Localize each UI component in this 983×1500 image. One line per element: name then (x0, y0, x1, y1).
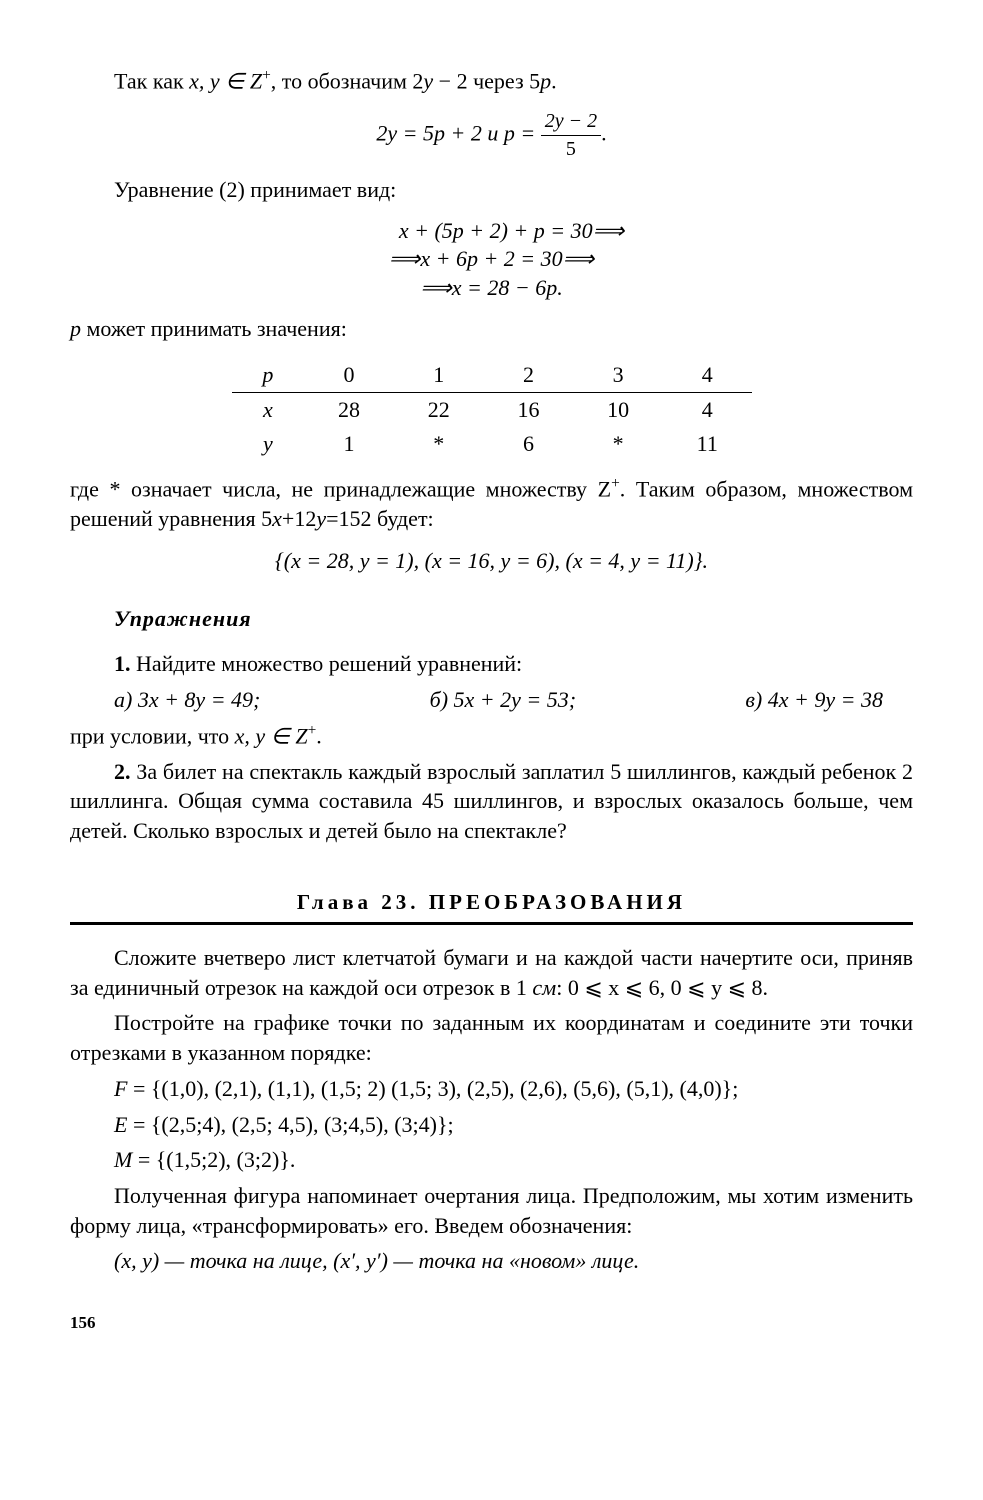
paragraph-p-values: p может принимать значения: (70, 314, 913, 344)
value: = {(1,5;2), (3;2)}. (132, 1147, 295, 1172)
text: . (316, 723, 322, 748)
sup: + (611, 475, 620, 492)
ex-num: 1. (114, 651, 131, 676)
solution-set: {(x = 28, y = 1), (x = 16, y = 6), (x = … (70, 546, 913, 576)
th: 0 (304, 358, 394, 392)
var-p: p (70, 316, 81, 341)
th: 1 (394, 358, 484, 392)
chapter-title: Глава 23. ПРЕОБРАЗОВАНИЯ (70, 888, 913, 916)
exercise-1-items: а) 3x + 8y = 49; б) 5x + 2y = 53; в) 4x … (70, 685, 913, 715)
set-M: M = {(1,5;2), (3;2)}. (70, 1145, 913, 1175)
exercises-heading: Упражнения (70, 604, 913, 634)
td: * (394, 427, 484, 461)
td: y (232, 427, 305, 461)
label: E (114, 1112, 127, 1137)
numerator: 2y − 2 (541, 108, 601, 136)
text: при условии, что (70, 723, 235, 748)
td: 10 (573, 392, 663, 426)
exercise-1: 1. Найдите множество решений уравнений: (70, 649, 913, 679)
table-header-row: p 0 1 2 3 4 (232, 358, 752, 392)
chapter-rule (70, 922, 913, 925)
display-equation-1: 2y = 5p + 2 и p = 2y − 25. (70, 108, 913, 163)
math-p: p (540, 68, 551, 93)
fraction: 2y − 25 (541, 108, 601, 163)
ex-text: За билет на спектакль каждый взрослый за… (70, 759, 913, 843)
td: 22 (394, 392, 484, 426)
denominator: 5 (541, 136, 601, 163)
text: Уравнение (2) принимает вид: (114, 177, 396, 202)
text: Так как (114, 68, 189, 93)
td: 28 (304, 392, 394, 426)
th: 4 (663, 358, 752, 392)
exercise-1-condition: при условии, что x, y ∈ Z+. (70, 721, 913, 751)
text: где * означает числа, не принадлежащие м… (70, 477, 611, 502)
set-E: E = {(2,5;4), (2,5; 4,5), (3;4,5), (3;4)… (70, 1110, 913, 1140)
td: 4 (663, 392, 752, 426)
table-row: x 28 22 16 10 4 (232, 392, 752, 426)
value: = {(2,5;4), (2,5; 4,5), (3;4,5), (3;4)}; (127, 1112, 453, 1137)
chapter-p2: Постройте на графике точки по заданным и… (70, 1008, 913, 1067)
text: : 0 ⩽ x ⩽ 6, 0 ⩽ y ⩽ 8. (556, 975, 768, 1000)
ex1b: б) 5x + 2y = 53; (386, 685, 576, 715)
eq-line-3: ⟹x = 28 − 6p. (70, 274, 913, 303)
td: 11 (663, 427, 752, 461)
eq-line-2: ⟹x + 6p + 2 = 30⟹ (70, 245, 913, 274)
text: . (551, 68, 557, 93)
td: x (232, 392, 305, 426)
page-number: 156 (70, 1312, 913, 1335)
chapter-p3: Полученная фигура напоминает очертания л… (70, 1181, 913, 1240)
th: 2 (484, 358, 574, 392)
text: − 2 через 5 (433, 68, 540, 93)
y: y (316, 506, 326, 531)
th: p (232, 358, 305, 392)
td: 6 (484, 427, 574, 461)
paragraph-intro: Так как x, y ∈ Z+, то обозначим 2y − 2 ч… (70, 66, 913, 96)
chapter-p1: Сложите вчетверо лист клетчатой бумаги и… (70, 943, 913, 1002)
eq-line-1: x + (5p + 2) + p = 30⟹ (70, 217, 913, 246)
td: * (573, 427, 663, 461)
math: x, y ∈ Z (189, 68, 262, 93)
x: x (272, 506, 282, 531)
math: x, y ∈ Z (235, 723, 308, 748)
ex1c: в) 4x + 9y = 38 (701, 685, 883, 715)
set-F: F = {(1,0), (2,1), (1,1), (1,5; 2) (1,5;… (70, 1074, 913, 1104)
display-equation-2: x + (5p + 2) + p = 30⟹ ⟹x + 6p + 2 = 30⟹… (70, 217, 913, 303)
chapter-p4: (x, y) — точка на лице, (x′, y′) — точка… (70, 1246, 913, 1276)
td: 16 (484, 392, 574, 426)
text: +12 (282, 506, 316, 531)
text: =152 будет: (326, 506, 434, 531)
label: F (114, 1076, 127, 1101)
exercise-2: 2. За билет на спектакль каждый взрослый… (70, 757, 913, 846)
sup: + (262, 67, 271, 84)
label: M (114, 1147, 132, 1172)
sup: + (308, 722, 317, 739)
paragraph-explanation: где * означает числа, не принадлежащие м… (70, 474, 913, 534)
ex1a: а) 3x + 8y = 49; (70, 685, 260, 715)
unit-cm: см (532, 975, 556, 1000)
text: , то обозначим 2 (271, 68, 424, 93)
th: 3 (573, 358, 663, 392)
values-table: p 0 1 2 3 4 x 28 22 16 10 4 y 1 * 6 * 11 (232, 358, 752, 460)
table-row: y 1 * 6 * 11 (232, 427, 752, 461)
eq-left: 2y = 5p + 2 и p = (376, 121, 540, 146)
ex-num: 2. (114, 759, 131, 784)
text: может принимать значения: (81, 316, 347, 341)
ex-text: Найдите множество решений уравнений: (131, 651, 523, 676)
period: . (601, 121, 607, 146)
paragraph-eq2: Уравнение (2) принимает вид: (70, 175, 913, 205)
math-y: y (423, 68, 433, 93)
value: = {(1,0), (2,1), (1,1), (1,5; 2) (1,5; 3… (127, 1076, 738, 1101)
td: 1 (304, 427, 394, 461)
text: Сложите вчетверо лист клетчатой бумаги и… (70, 945, 913, 1000)
